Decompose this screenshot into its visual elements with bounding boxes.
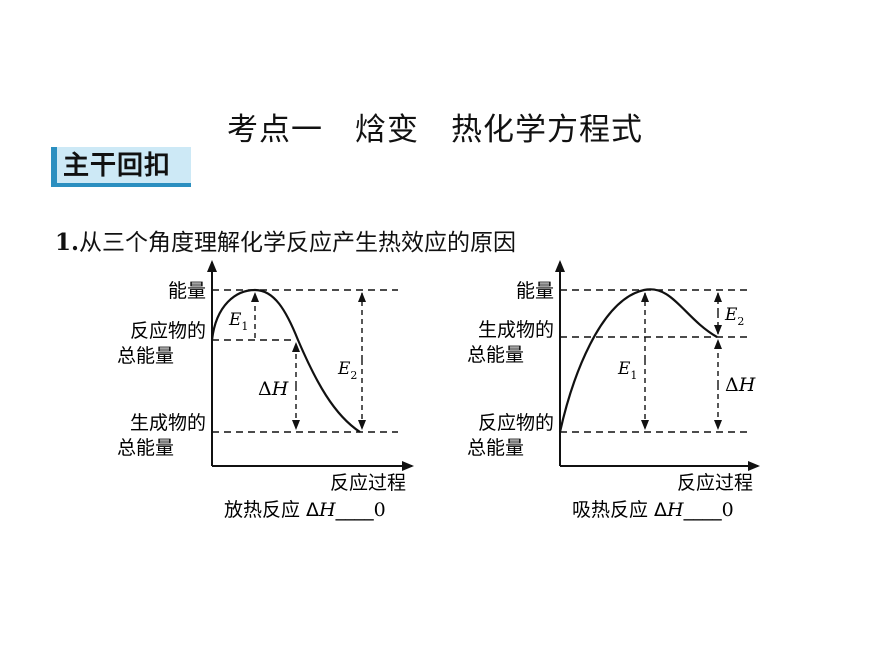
endo-e2-label: E2 bbox=[724, 305, 744, 328]
exo-energy-curve bbox=[210, 288, 361, 433]
exo-products-label-2: 总能量 bbox=[117, 437, 174, 459]
exo-e2-label: E2 bbox=[337, 359, 357, 382]
section-number: 1. bbox=[55, 229, 80, 256]
endo-reactants-label-2: 总能量 bbox=[467, 437, 524, 459]
exo-products-label-1: 生成物的 bbox=[130, 412, 206, 434]
endo-e1-label: E1 bbox=[617, 359, 637, 382]
page-title: 考点一 焓变 热化学方程式 bbox=[227, 112, 643, 148]
section-heading: 1.从三个角度理解化学反应产生热效应的原因 bbox=[55, 223, 516, 257]
endo-dh-label: ΔH bbox=[725, 374, 756, 396]
section-text: 从三个角度理解化学反应产生热效应的原因 bbox=[79, 230, 517, 256]
endothermic-diagram: 能量 生成物的 总能量 反应物的 总能量 E1 E2 ΔH 反应过程 吸热反应 … bbox=[467, 260, 760, 521]
badge-label: 主干回扣 bbox=[63, 151, 172, 181]
section-badge: 主干回扣 bbox=[51, 144, 191, 187]
endo-reactants-label-1: 反应物的 bbox=[478, 412, 554, 434]
exo-reactants-label-2: 总能量 bbox=[117, 345, 174, 367]
endo-products-label-2: 总能量 bbox=[467, 344, 524, 366]
exo-reactants-label-1: 反应物的 bbox=[130, 320, 206, 342]
endo-y-axis-label: 能量 bbox=[516, 280, 554, 302]
exo-y-axis-label: 能量 bbox=[168, 280, 206, 302]
endo-energy-curve bbox=[558, 288, 718, 433]
endo-x-axis-label: 反应过程 bbox=[677, 472, 753, 494]
exo-caption: 放热反应 ΔH____0 bbox=[224, 499, 386, 521]
exo-x-axis-label: 反应过程 bbox=[330, 472, 406, 494]
endo-caption: 吸热反应 ΔH____0 bbox=[572, 499, 734, 521]
endo-products-label-1: 生成物的 bbox=[478, 319, 554, 341]
exo-e1-label: E1 bbox=[228, 310, 248, 333]
exo-dh-label: ΔH bbox=[258, 378, 289, 400]
exothermic-diagram: 能量 反应物的 总能量 生成物的 总能量 E1 ΔH E2 反应过程 放热反应 … bbox=[117, 260, 414, 521]
